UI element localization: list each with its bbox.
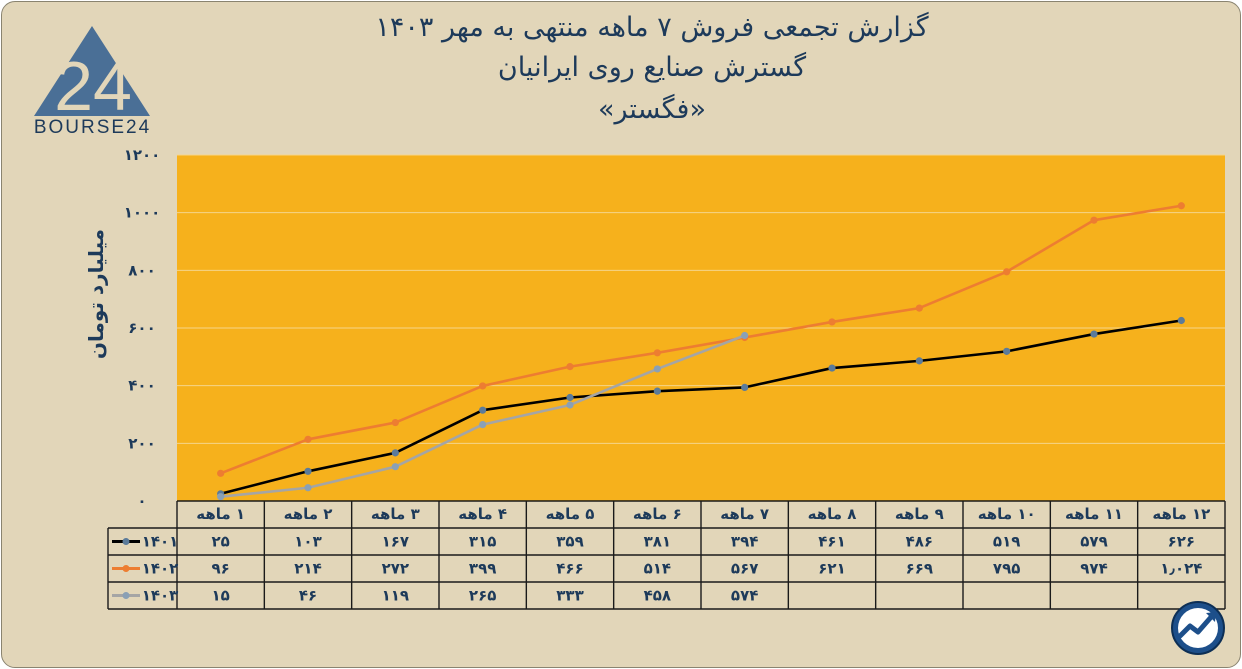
data-point	[1003, 347, 1011, 355]
data-label: ۷۹۵	[993, 560, 1020, 578]
legend-series-name: ۱۴۰۱	[142, 533, 179, 551]
x-category-label: ۴ ماهه	[458, 505, 507, 523]
data-label: ۳۹۴	[731, 533, 758, 551]
x-category-label: ۹ ماهه	[895, 505, 944, 523]
data-label: ۹۷۴	[1080, 560, 1107, 578]
trend-up-icon	[1170, 600, 1226, 656]
svg-text:24: 24	[54, 47, 132, 125]
chart-subtitle: گسترش صنایع روی ایرانیان	[497, 52, 807, 83]
data-point	[1003, 268, 1011, 276]
data-label: ۵۷۴	[731, 587, 758, 605]
data-point	[566, 363, 574, 371]
legend-marker	[122, 538, 130, 545]
data-point	[915, 304, 923, 312]
legend-series-name: ۱۴۰۳	[142, 587, 179, 605]
data-label: ۴۶۱	[818, 533, 845, 551]
legend-marker	[122, 592, 130, 599]
data-point	[741, 383, 749, 391]
x-category-label: ۳ ماهه	[371, 505, 420, 523]
data-label: ۶۶۹	[906, 560, 933, 578]
data-point	[1090, 330, 1098, 338]
x-category-label: ۱۱ ماهه	[1065, 505, 1123, 523]
chart-title: گزارش تجمعی فروش ۷ ماهه منتهی به مهر ۱۴۰…	[375, 12, 929, 43]
data-label: ۲۷۲	[382, 560, 409, 578]
y-tick-label: ۸۰۰	[128, 261, 155, 279]
y-tick-label: ۶۰۰	[128, 319, 155, 337]
data-point	[479, 406, 487, 414]
data-point	[653, 365, 661, 373]
data-label: ۲۵	[212, 533, 230, 551]
data-label: ۴۸۶	[906, 533, 933, 551]
data-point	[304, 484, 312, 492]
y-tick-label: ۱۰۰۰	[124, 204, 161, 222]
series-line-2	[220, 204, 1182, 475]
data-label: ۳۵۹	[556, 533, 583, 551]
data-label: ۵۱۹	[993, 533, 1020, 551]
data-point	[217, 493, 225, 501]
data-point	[741, 331, 749, 340]
chart-company-symbol: «فگستر»	[598, 94, 706, 125]
data-point	[479, 420, 487, 429]
legend-marker	[122, 565, 130, 572]
y-tick-label: ۲۰۰	[128, 434, 155, 452]
data-label: ۱۵	[212, 587, 230, 605]
series-line-1	[220, 319, 1182, 496]
data-label: ۱۶۷	[382, 533, 409, 551]
x-category-label: ۱ ماهه	[196, 505, 245, 523]
x-category-label: ۱۲ ماهه	[1152, 505, 1210, 523]
data-point	[304, 467, 312, 475]
data-point	[915, 357, 923, 365]
data-label: ۶۲۱	[818, 560, 845, 578]
data-label: ۵۶۷	[731, 560, 758, 578]
logo-text: BOURSE24	[33, 117, 152, 138]
data-point	[828, 318, 836, 326]
x-category-label: ۸ ماهه	[808, 505, 857, 523]
data-point	[479, 382, 487, 390]
data-point	[566, 401, 574, 409]
data-label: ۶۲۶	[1168, 533, 1195, 551]
data-label: ۳۹۹	[469, 560, 496, 578]
data-label: ۳۳۳	[556, 587, 583, 605]
y-tick-label: ۰	[137, 492, 146, 510]
data-point	[217, 469, 225, 477]
data-label: ۳۸۱	[644, 533, 671, 551]
data-point	[1090, 216, 1098, 224]
legend-series-name: ۱۴۰۲	[142, 560, 179, 578]
y-tick-label: ۱۲۰۰	[124, 146, 161, 164]
data-point	[391, 463, 399, 471]
data-label: ۱۱۹	[382, 587, 409, 605]
data-point	[391, 418, 399, 427]
data-point	[304, 435, 312, 443]
bourse24-logo: 24	[32, 24, 152, 136]
data-label: ۹۶	[212, 560, 230, 578]
data-label: ۱۰۳	[294, 533, 321, 551]
data-label: ۵۷۹	[1080, 533, 1107, 551]
data-point	[566, 393, 574, 402]
x-category-label: ۷ ماهه	[720, 505, 769, 523]
x-category-label: ۶ ماهه	[633, 505, 682, 523]
data-label: ۴۶۶	[556, 560, 583, 578]
data-label: ۲۶۵	[469, 587, 496, 605]
data-label: ۳۱۵	[469, 533, 496, 551]
data-label: ۲۱۴	[294, 560, 321, 578]
data-point	[391, 449, 399, 457]
x-category-label: ۵ ماهه	[546, 505, 595, 523]
data-point	[653, 387, 661, 395]
data-point	[1177, 202, 1185, 210]
data-point	[828, 364, 836, 372]
data-label: ۱٫۰۲۴	[1160, 560, 1202, 578]
data-label: ۵۱۴	[644, 560, 671, 578]
data-point	[1177, 316, 1185, 325]
x-category-label: ۲ ماهه	[284, 505, 333, 523]
data-label: ۴۵۸	[644, 587, 671, 605]
y-tick-label: ۴۰۰	[128, 377, 155, 395]
data-label: ۴۶	[299, 587, 317, 605]
x-category-label: ۱۰ ماهه	[978, 505, 1036, 523]
data-point	[653, 349, 661, 357]
